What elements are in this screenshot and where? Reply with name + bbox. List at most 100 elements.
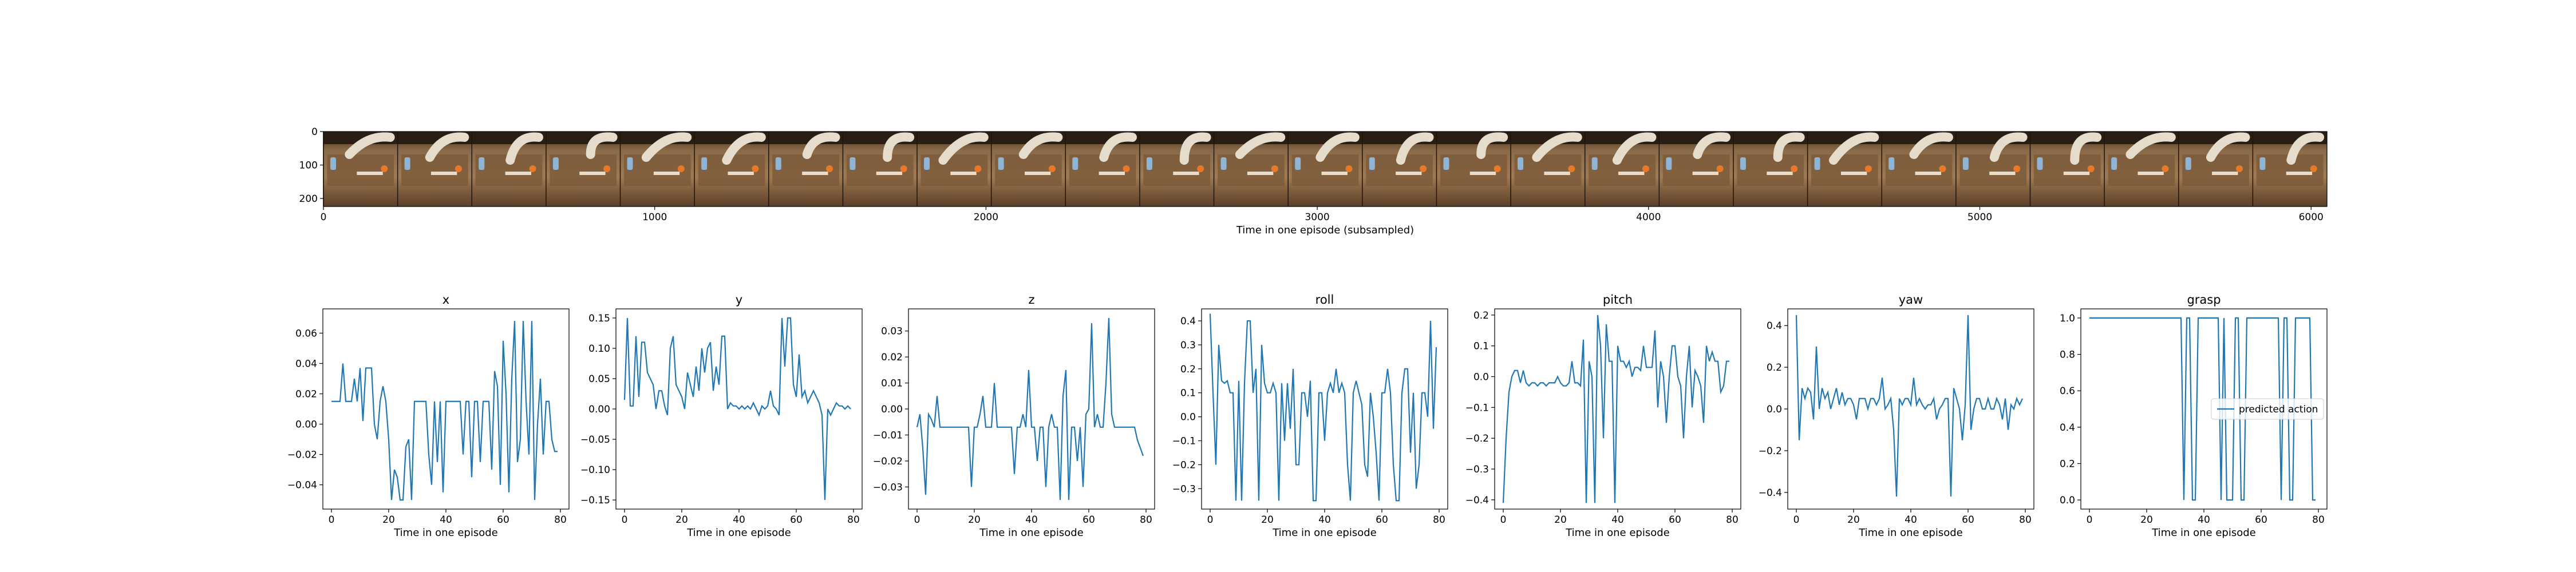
- orange-object-icon: [381, 165, 388, 172]
- frame-item: [1544, 172, 1570, 175]
- ytick-label: 0.3: [1180, 340, 1196, 351]
- episode-frame: [1436, 132, 1511, 206]
- ytick-label: −0.15: [580, 495, 610, 506]
- orange-object-icon: [974, 165, 982, 172]
- robot-arm-frames-image: [323, 132, 2327, 206]
- orange-object-icon: [2162, 165, 2169, 172]
- orange-object-icon: [826, 165, 833, 172]
- frame-item: [1247, 172, 1274, 175]
- frame-item: [357, 172, 383, 175]
- xtick-label: 60: [1376, 514, 1388, 526]
- subplot-x: 0 20 40 60 80 −0.04 −0.02 0.00 0.02 0.04 0.06 x Time…: [287, 293, 570, 539]
- ytick-label: 0.01: [881, 378, 903, 390]
- bottle-icon: [1740, 157, 1746, 170]
- orange-object-icon: [677, 165, 685, 172]
- filmstrip-panel: 0 1000 2000 3000 4000 5000 6000 0 100 200 Time in …: [299, 126, 2328, 236]
- ytick-label: 0.00: [295, 419, 317, 431]
- filmstrip-ytick-label: 100: [299, 160, 318, 171]
- filmstrip-xtick-label: 2000: [974, 212, 998, 223]
- bottle-icon: [701, 157, 708, 170]
- subplot-xlabel: Time in one episode: [1565, 527, 1670, 539]
- bottle-icon: [1962, 157, 1969, 170]
- filmstrip-xtick-label: 5000: [1967, 212, 1992, 223]
- robot-arm-icon: [641, 132, 692, 162]
- ytick-label: 0.00: [588, 404, 610, 415]
- xtick-label: 40: [440, 514, 452, 526]
- xtick-label: 60: [497, 514, 509, 526]
- robot-arm-icon: [1989, 132, 2028, 162]
- xtick-label: 60: [1962, 514, 1974, 526]
- ytick-label: 0.2: [1473, 310, 1489, 321]
- ytick-label: 0.04: [295, 358, 317, 370]
- episode-frame: [694, 132, 769, 206]
- series-line: [1502, 315, 1729, 503]
- frame-item: [1025, 172, 1051, 175]
- episode-frame: [1584, 132, 1660, 206]
- subplot-background: [908, 309, 1155, 509]
- subplot-xlabel: Time in one episode: [1858, 527, 1963, 539]
- xtick-label: 60: [2255, 514, 2267, 526]
- bottle-icon: [850, 157, 856, 170]
- orange-object-icon: [1271, 165, 1278, 172]
- ytick-label: −0.2: [1465, 433, 1489, 444]
- bottle-icon: [330, 157, 336, 170]
- robot-arm-icon: [1099, 132, 1137, 162]
- orange-object-icon: [2236, 165, 2243, 172]
- episode-frame: [1955, 132, 2030, 206]
- bottle-icon: [1888, 157, 1895, 170]
- robot-arm-icon: [722, 132, 766, 165]
- orange-object-icon: [752, 165, 759, 172]
- robot-arm-icon: [2286, 132, 2325, 165]
- subplot-background: [1495, 309, 1741, 509]
- robot-arm-icon: [2070, 132, 2102, 165]
- ytick-label: −0.3: [1465, 464, 1489, 475]
- bottle-icon: [924, 157, 930, 170]
- bottle-icon: [1443, 157, 1449, 170]
- xtick-label: 40: [2198, 514, 2210, 526]
- filmstrip-ytick-label: 0: [311, 126, 318, 138]
- robot-arm-icon: [505, 132, 543, 165]
- robot-arm-icon: [1693, 132, 1730, 159]
- ytick-label: 0.4: [1180, 316, 1196, 327]
- ytick-label: 0.4: [1767, 320, 1782, 332]
- subplot-grasp: 0 20 40 60 80 0.0 0.2 0.4 0.6 0.8 1.0 grasp Time in …: [2060, 293, 2328, 539]
- robot-arm-icon: [1828, 132, 1879, 165]
- robot-arm-icon: [1532, 132, 1582, 162]
- subplot-title: x: [442, 293, 449, 307]
- xtick-label: 20: [1261, 514, 1274, 526]
- robot-arm-icon: [938, 132, 989, 165]
- episode-frame: [990, 132, 1066, 206]
- ytick-label: −0.2: [1759, 446, 1782, 457]
- ytick-label: 0.6: [2060, 386, 2075, 397]
- ytick-label: −0.02: [873, 456, 903, 467]
- ytick-label: 0.8: [2060, 349, 2075, 361]
- xtick-label: 0: [1793, 514, 1800, 526]
- frame-item: [1469, 172, 1496, 175]
- ytick-label: 0.2: [1180, 364, 1196, 375]
- xtick-label: 0: [1207, 514, 1214, 526]
- episode-frame: [842, 132, 918, 206]
- bottle-icon: [1295, 157, 1301, 170]
- bottle-icon: [1591, 157, 1598, 170]
- orange-object-icon: [1642, 165, 1649, 172]
- xtick-label: 60: [1669, 514, 1681, 526]
- frame-item: [2138, 172, 2164, 175]
- ytick-label: 0.1: [1473, 341, 1489, 352]
- filmstrip-frame: [323, 131, 2328, 207]
- xtick-label: 40: [733, 514, 745, 526]
- ytick-label: 0.1: [1180, 388, 1196, 399]
- ytick-label: 0.0: [1180, 412, 1196, 423]
- xtick-label: 80: [1433, 514, 1445, 526]
- bottle-icon: [1146, 157, 1152, 170]
- subplot-roll: 0 20 40 60 80 −0.3 −0.2 −0.1 0.0 0.1 0.2 0.3 0.4 roll…: [1172, 293, 1448, 539]
- robot-arm-icon: [345, 132, 395, 159]
- filmstrip-xtick-label: 4000: [1636, 212, 1661, 223]
- ytick-label: 0.2: [2060, 458, 2075, 470]
- frame-item: [430, 172, 457, 175]
- orange-object-icon: [1568, 165, 1575, 172]
- xtick-label: 20: [968, 514, 981, 526]
- xtick-label: 40: [1611, 514, 1624, 526]
- subplot-title: z: [1028, 293, 1034, 307]
- robot-arm-icon: [1476, 132, 1508, 159]
- subplot-xlabel: Time in one episode: [686, 527, 791, 539]
